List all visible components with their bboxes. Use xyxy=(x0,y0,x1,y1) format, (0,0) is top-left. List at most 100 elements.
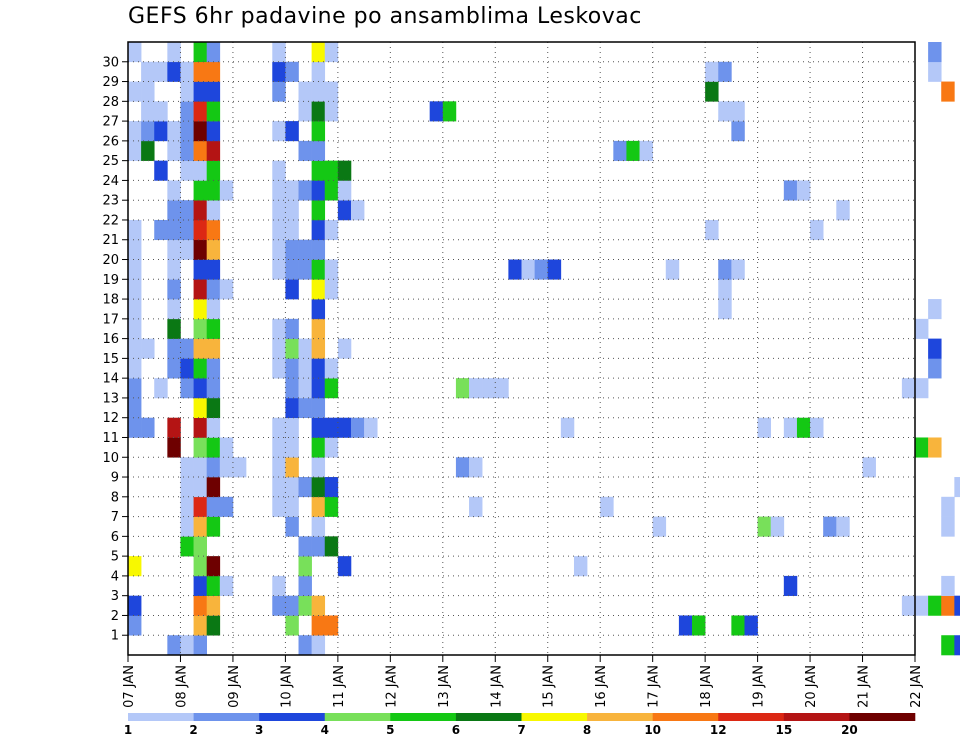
heatmap-cell xyxy=(324,536,339,557)
heatmap-cell xyxy=(206,556,221,577)
heatmap-cell xyxy=(324,101,339,122)
heatmap-cell xyxy=(128,81,142,102)
heatmap-cell xyxy=(206,180,221,201)
heatmap-cell xyxy=(324,496,339,517)
heatmap-cell xyxy=(285,457,299,478)
heatmap-cell xyxy=(272,180,286,201)
y-tick-label: 6 xyxy=(111,530,119,545)
heatmap-cell xyxy=(272,595,286,616)
heatmap-cell xyxy=(219,457,234,478)
heatmap-cell xyxy=(206,42,221,63)
heatmap-cell xyxy=(928,437,942,458)
heatmap-cell xyxy=(206,200,221,221)
heatmap-cell xyxy=(206,338,221,359)
heatmap-cell xyxy=(311,279,326,300)
heatmap-cell xyxy=(193,219,207,241)
heatmap-cell xyxy=(193,595,207,616)
heatmap-cell xyxy=(128,259,142,280)
heatmap-cell xyxy=(678,615,693,636)
heatmap-cell xyxy=(298,595,312,616)
heatmap-cell xyxy=(337,417,352,438)
heatmap-cell xyxy=(219,496,234,517)
colorbar-label: 3 xyxy=(255,723,263,737)
heatmap-cell xyxy=(941,595,955,616)
heatmap-cell xyxy=(219,279,234,300)
heatmap-cell xyxy=(665,259,680,280)
heatmap-cell xyxy=(272,259,286,280)
heatmap-cell xyxy=(206,496,221,517)
colorbar-swatch xyxy=(455,713,522,721)
heatmap-cell xyxy=(285,200,299,221)
y-tick-label: 4 xyxy=(111,569,119,584)
heatmap-cell xyxy=(272,61,286,82)
colorbar-label: 5 xyxy=(386,723,394,737)
heatmap-cell xyxy=(311,61,326,82)
heatmap-cell xyxy=(901,378,916,399)
heatmap-cell xyxy=(206,259,221,280)
heatmap-cell xyxy=(128,239,142,260)
heatmap-cell xyxy=(206,575,221,596)
heatmap-cell xyxy=(180,378,194,399)
x-tick-label: 17 JAN xyxy=(647,665,662,708)
heatmap-cell xyxy=(206,160,221,181)
heatmap-cell xyxy=(193,61,207,82)
heatmap-cell xyxy=(915,318,929,339)
y-tick-label: 27 xyxy=(102,115,119,130)
heatmap-cell xyxy=(324,378,339,399)
heatmap-cell xyxy=(796,417,811,438)
heatmap-cell xyxy=(167,219,181,241)
heatmap-cell xyxy=(193,477,207,498)
heatmap-cell xyxy=(298,536,312,557)
y-tick-label: 21 xyxy=(102,233,119,248)
heatmap-cell xyxy=(154,378,168,399)
heatmap-cell xyxy=(272,160,286,181)
heatmap-cell xyxy=(206,101,221,122)
heatmap-cell xyxy=(324,437,339,458)
heatmap-cell xyxy=(285,516,299,537)
heatmap-cell xyxy=(206,417,221,438)
heatmap-cell xyxy=(311,81,326,102)
heatmap-cell xyxy=(180,160,194,181)
x-axis: 07 JAN 08 JAN 09 JAN 10 JAN 11 JAN 12 JAN 13 J… xyxy=(122,655,924,708)
heatmap-cell xyxy=(324,180,339,201)
heatmap-cell xyxy=(193,121,207,142)
heatmap-cell xyxy=(206,279,221,300)
heatmap-cell xyxy=(167,239,181,260)
heatmap-cell xyxy=(744,615,758,636)
heatmap-cell xyxy=(193,81,207,102)
heatmap-cell xyxy=(311,121,326,142)
x-tick-label: 18 JAN xyxy=(699,665,714,708)
heatmap-cell xyxy=(311,397,326,419)
heatmap-cell xyxy=(193,417,207,438)
heatmap-cell xyxy=(718,101,732,122)
heatmap-cell xyxy=(796,180,811,201)
heatmap-cell xyxy=(324,259,339,280)
heatmap-cell xyxy=(128,299,142,320)
heatmap-cell xyxy=(311,160,326,181)
y-tick-label: 19 xyxy=(102,273,119,288)
heatmap-cell xyxy=(337,180,352,201)
y-tick-label: 15 xyxy=(102,352,119,367)
heatmap-cell xyxy=(193,200,207,221)
heatmap-cell xyxy=(298,378,312,399)
heatmap-cell xyxy=(272,318,286,339)
heatmap-cell xyxy=(128,140,142,161)
heatmap-cell xyxy=(272,496,286,517)
heatmap-cell xyxy=(285,615,299,636)
heatmap-cell xyxy=(141,101,155,122)
y-tick-label: 20 xyxy=(102,253,119,268)
heatmap-cell xyxy=(180,121,194,142)
colorbar-swatch xyxy=(390,713,457,721)
heatmap-cell xyxy=(193,239,207,260)
heatmap-cell xyxy=(154,160,168,181)
colorbar-swatch xyxy=(128,713,194,721)
heatmap-cell xyxy=(311,496,326,517)
heatmap-cell xyxy=(167,635,181,656)
heatmap-cell xyxy=(206,457,221,478)
heatmap-cell xyxy=(193,259,207,280)
heatmap-cell xyxy=(193,457,207,478)
y-tick-label: 10 xyxy=(102,451,119,466)
heatmap-cell xyxy=(298,140,312,161)
heatmap-cell xyxy=(442,101,457,122)
